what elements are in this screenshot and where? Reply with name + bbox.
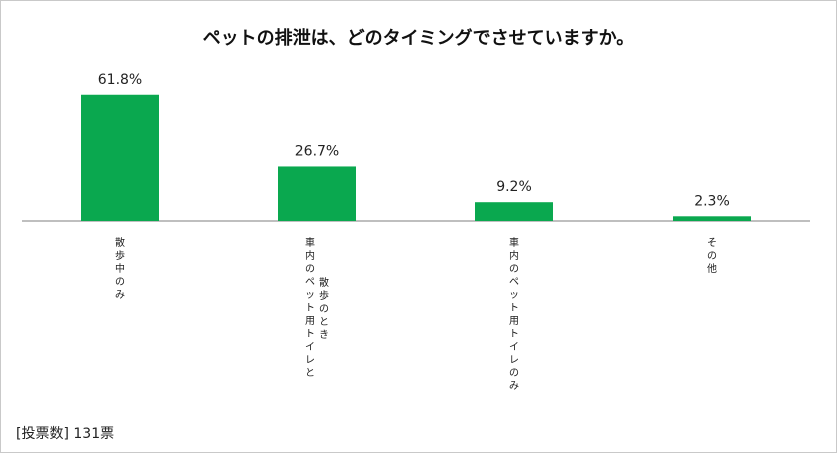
category-label: 車内のペット用トイレのみ xyxy=(509,236,519,392)
bar xyxy=(475,202,553,221)
bar xyxy=(673,216,751,221)
data-label: 61.8% xyxy=(98,72,142,88)
category-label: 散歩のとき xyxy=(319,276,329,341)
data-label: 26.7% xyxy=(295,143,339,159)
bar xyxy=(278,166,356,221)
category-label: 車内のペット用トイレと xyxy=(305,236,315,379)
data-label: 2.3% xyxy=(694,193,730,209)
data-label: 9.2% xyxy=(496,179,532,195)
chart-title: ペットの排泄は、どのタイミングでさせていますか。 xyxy=(202,28,635,49)
vote-count: [投票数] 131票 xyxy=(16,426,115,442)
category-label: 散歩中のみ xyxy=(115,236,125,301)
category-label: その他 xyxy=(707,237,717,275)
bar xyxy=(81,94,159,221)
